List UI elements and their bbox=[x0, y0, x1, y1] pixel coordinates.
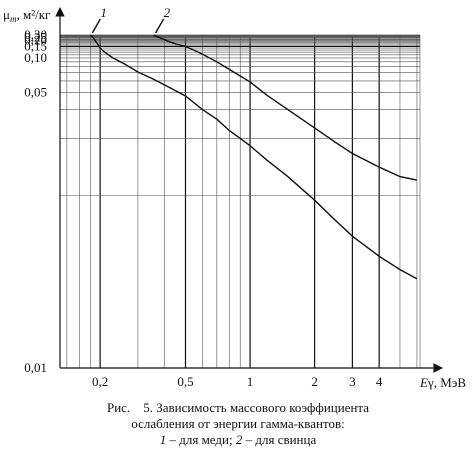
x-tick-label: 3 bbox=[349, 374, 356, 389]
figure-caption: Рис. 5. Зависимость массового коэффициен… bbox=[0, 400, 476, 448]
series-label-1: 1 bbox=[100, 5, 107, 20]
series-line-2 bbox=[153, 34, 418, 181]
chart-grid bbox=[60, 34, 421, 369]
x-tick-label: 1 bbox=[247, 374, 254, 389]
caption-line-1: Рис. 5. Зависимость массового коэффициен… bbox=[0, 400, 476, 416]
x-tick-label: 4 bbox=[376, 374, 383, 389]
caption-series-1-text: – для меди; bbox=[166, 432, 236, 447]
y-tick-label: 0,15 bbox=[24, 38, 47, 53]
series-line-1 bbox=[89, 34, 418, 280]
x-tick-label: 2 bbox=[311, 374, 318, 389]
y-tick-label: 0,01 bbox=[24, 360, 47, 375]
x-tick-label: 0,5 bbox=[177, 374, 193, 389]
caption-title: 5. Зависимость массового коэффициента bbox=[143, 400, 370, 415]
y-tick-label: 0,25 bbox=[24, 29, 47, 44]
series-label-2: 2 bbox=[164, 5, 171, 20]
x-tick-label: 0,2 bbox=[92, 374, 108, 389]
y-axis-label: μm, м²/кг bbox=[3, 7, 50, 24]
caption-prefix: Рис. bbox=[106, 400, 131, 415]
chart-tick-labels: 0,2 0,5 1 2 3 4 0,300,250,200,150,10 0,05 0,01 bbox=[24, 27, 383, 389]
chart-axes bbox=[55, 7, 443, 373]
y-tick-label: 0,30 bbox=[24, 27, 47, 42]
series-label-leader-2 bbox=[154, 18, 165, 34]
series-label-leader-1 bbox=[91, 18, 101, 34]
chart-series-layer bbox=[89, 34, 418, 280]
y-tick-label: 0,05 bbox=[24, 84, 47, 99]
caption-line-2: ослабления от энергии гамма-квантов: bbox=[131, 416, 345, 431]
caption-series-1-number: 1 bbox=[159, 432, 167, 447]
y-tick-label: 0,10 bbox=[24, 50, 47, 65]
caption-line-3: 1 – для меди; 2 – для свинца bbox=[0, 432, 476, 448]
caption-series-2-number: 2 bbox=[235, 432, 243, 447]
y-tick-label: 0,20 bbox=[24, 33, 47, 48]
x-axis-label: Eγ, МэВ bbox=[419, 375, 466, 390]
caption-series-2-text: – для свинца bbox=[242, 432, 317, 447]
